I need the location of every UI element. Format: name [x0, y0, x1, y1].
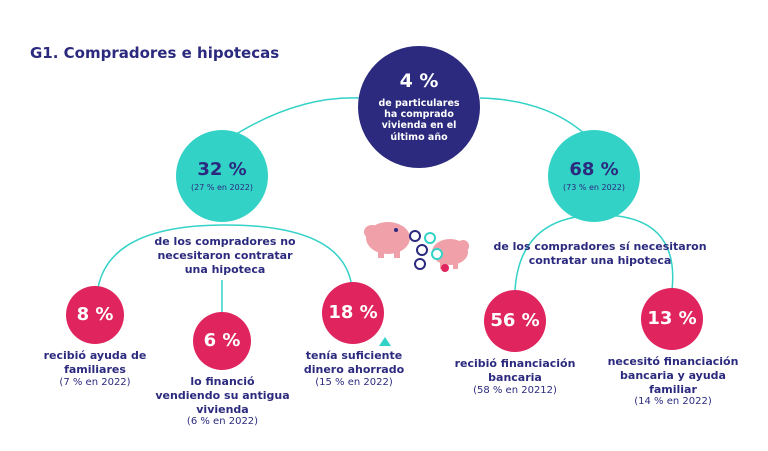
leaf-pct: 13 %: [647, 308, 697, 330]
desc-line: necesitó financiación: [607, 355, 739, 368]
leaf-bubble: 6 %: [193, 312, 251, 370]
desc-line: recibió financiación: [454, 357, 576, 370]
leaf-desc: lo financió vendiendo su antigua viviend…: [150, 375, 295, 416]
leaf-desc: recibió ayuda de familiares: [30, 349, 160, 377]
left-branch-desc: de los compradores no necesitaron contra…: [140, 235, 310, 276]
desc-line: recibió ayuda de: [43, 349, 147, 362]
center-text-line: ha comprado: [384, 109, 454, 121]
left-branch-pct: 32 %: [197, 159, 247, 181]
right-branch-desc: de los compradores sí necesitaron contra…: [480, 240, 720, 268]
right-branch-bubble: 68 % (73 % en 2022): [548, 130, 640, 222]
desc-line: tenía suficiente: [305, 349, 403, 362]
center-text-line: de particulares: [378, 97, 460, 109]
desc-line: bancaria y ayuda: [620, 368, 726, 382]
piggy-bank-icon: [364, 222, 410, 258]
desc-line: contratar una hipoteca: [528, 253, 672, 267]
desc-line: vivienda: [196, 402, 249, 416]
leaf-pct: 6 %: [203, 330, 241, 352]
page-title: G1. Compradores e hipotecas: [30, 44, 280, 62]
desc-line: vendiendo su antigua: [155, 388, 290, 402]
desc-line: familiares: [64, 362, 126, 376]
leaf-prev: (14 % en 2022): [634, 396, 712, 407]
leaf-desc: necesitó financiación bancaria y ayuda f…: [598, 355, 748, 396]
desc-line: familiar: [649, 382, 697, 396]
leaf-pct: 8 %: [76, 304, 114, 326]
center-pct: 4 %: [399, 69, 439, 92]
leaf-pct: 56 %: [490, 310, 540, 332]
leaf-desc: recibió financiación bancaria: [445, 357, 585, 385]
leaf-bubble: 18 %: [322, 282, 384, 344]
right-branch-prev: (73 % en 2022): [562, 182, 625, 192]
right-branch-pct: 68 %: [569, 159, 619, 181]
leaf-bubble: 8 %: [66, 286, 124, 344]
desc-line: una hipoteca: [184, 262, 266, 276]
leaf-pct: 18 %: [328, 302, 378, 324]
desc-line: de los compradores no: [154, 235, 296, 248]
leaf-prev: (7 % en 2022): [59, 377, 131, 388]
leaf-prev: (58 % en 20212): [473, 385, 557, 396]
leaf-desc: tenía suficiente dinero ahorrado: [290, 349, 418, 377]
left-branch-prev: (27 % en 2022): [190, 182, 253, 192]
desc-line: bancaria: [488, 370, 542, 384]
piggy-bank-icon: [432, 239, 469, 269]
center-bubble: 4 % de particulares ha comprado vivienda…: [358, 46, 480, 168]
triangle-icon: [379, 337, 391, 346]
leaf-prev: (15 % en 2022): [315, 377, 393, 388]
leaf-prev: (6 % en 2022): [186, 416, 259, 427]
leaf-bubble: 56 %: [484, 290, 546, 352]
center-text-line: vivienda en el: [381, 120, 457, 132]
desc-line: necesitaron contratar: [157, 248, 293, 262]
left-branch-bubble: 32 % (27 % en 2022): [176, 130, 268, 222]
desc-line: de los compradores sí necesitaron: [493, 240, 707, 253]
coins-icon: [409, 230, 449, 272]
desc-line: lo financió: [190, 375, 255, 388]
leaf-bubble: 13 %: [641, 288, 703, 350]
desc-line: dinero ahorrado: [303, 362, 405, 376]
center-text-line: último año: [390, 131, 448, 143]
